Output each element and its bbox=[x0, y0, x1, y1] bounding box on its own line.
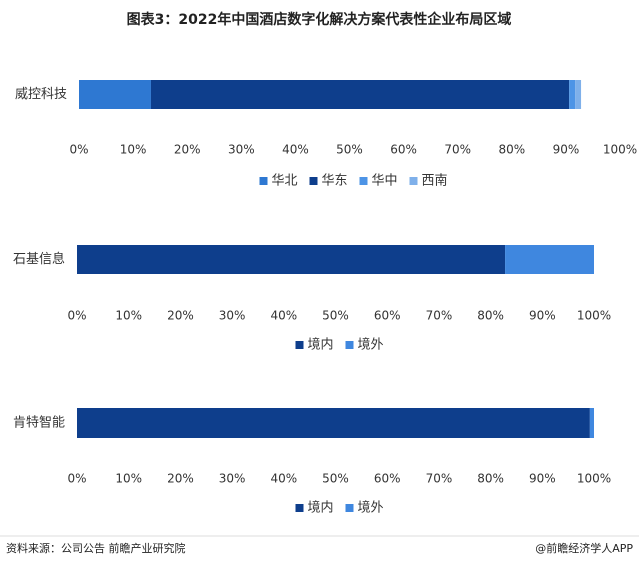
bar-segment bbox=[77, 245, 506, 274]
x-tick-label: 0% bbox=[67, 309, 86, 323]
legend-swatch bbox=[345, 504, 354, 512]
y-tick-label: 石基信息 bbox=[13, 251, 65, 267]
x-tick-label: 20% bbox=[174, 143, 201, 157]
x-tick-label: 100% bbox=[603, 143, 637, 157]
legend-swatch bbox=[359, 177, 368, 185]
x-tick-label: 80% bbox=[477, 472, 504, 486]
x-tick-label: 80% bbox=[477, 309, 504, 323]
x-tick-label: 40% bbox=[270, 472, 297, 486]
x-tick-label: 60% bbox=[374, 309, 401, 323]
legend-swatch bbox=[259, 177, 268, 185]
x-tick-label: 100% bbox=[577, 309, 611, 323]
bar-segment bbox=[589, 408, 594, 438]
legend-label: 境外 bbox=[358, 501, 384, 516]
y-tick-label: 威控科技 bbox=[15, 87, 67, 102]
x-tick-label: 60% bbox=[390, 143, 417, 157]
bar-segment bbox=[505, 245, 594, 274]
x-tick-label: 10% bbox=[120, 143, 147, 157]
x-tick-label: 70% bbox=[444, 143, 471, 157]
legend-swatch bbox=[345, 341, 354, 349]
bar-segment bbox=[575, 80, 582, 109]
x-tick-label: 30% bbox=[228, 143, 255, 157]
legend-swatch bbox=[409, 177, 418, 185]
x-tick-label: 40% bbox=[270, 309, 297, 323]
legend-label: 华中 bbox=[372, 174, 398, 189]
bar-segment bbox=[79, 80, 151, 109]
legend-label: 西南 bbox=[422, 173, 448, 189]
x-tick-label: 10% bbox=[115, 472, 142, 486]
bar-segment bbox=[150, 80, 570, 109]
x-tick-label: 90% bbox=[553, 143, 580, 157]
chart-title: 图表3：2022年中国酒店数字化解决方案代表性企业布局区域 bbox=[127, 11, 512, 28]
legend-label: 境内 bbox=[308, 337, 334, 353]
x-tick-label: 50% bbox=[322, 472, 349, 486]
x-tick-label: 60% bbox=[374, 472, 401, 486]
x-tick-label: 20% bbox=[167, 309, 194, 323]
x-tick-label: 90% bbox=[529, 309, 556, 323]
bar-segment bbox=[77, 408, 590, 438]
credit: @前瞻经济学人APP bbox=[535, 541, 633, 555]
legend-label: 华东 bbox=[322, 174, 348, 189]
x-tick-label: 20% bbox=[167, 472, 194, 486]
x-tick-label: 50% bbox=[322, 309, 349, 323]
legend-swatch bbox=[309, 177, 318, 185]
x-tick-label: 10% bbox=[115, 309, 142, 323]
legend-swatch bbox=[295, 341, 304, 349]
x-tick-label: 80% bbox=[498, 143, 525, 157]
x-tick-label: 0% bbox=[67, 472, 86, 486]
x-tick-label: 30% bbox=[219, 309, 246, 323]
x-tick-label: 30% bbox=[219, 472, 246, 486]
y-tick-label: 肯特智能 bbox=[13, 416, 65, 431]
x-tick-label: 70% bbox=[426, 472, 453, 486]
legend-label: 境内 bbox=[308, 500, 334, 516]
legend-label: 境外 bbox=[358, 338, 384, 353]
x-tick-label: 50% bbox=[336, 143, 363, 157]
legend-label: 华北 bbox=[272, 174, 298, 189]
x-tick-label: 0% bbox=[69, 143, 88, 157]
x-tick-label: 90% bbox=[529, 472, 556, 486]
legend-swatch bbox=[295, 504, 304, 512]
bar-segment bbox=[569, 80, 576, 109]
x-tick-label: 40% bbox=[282, 143, 309, 157]
source: 资料来源：公司公告 前瞻产业研究院 bbox=[6, 541, 186, 555]
x-tick-label: 100% bbox=[577, 472, 611, 486]
x-tick-label: 70% bbox=[426, 309, 453, 323]
